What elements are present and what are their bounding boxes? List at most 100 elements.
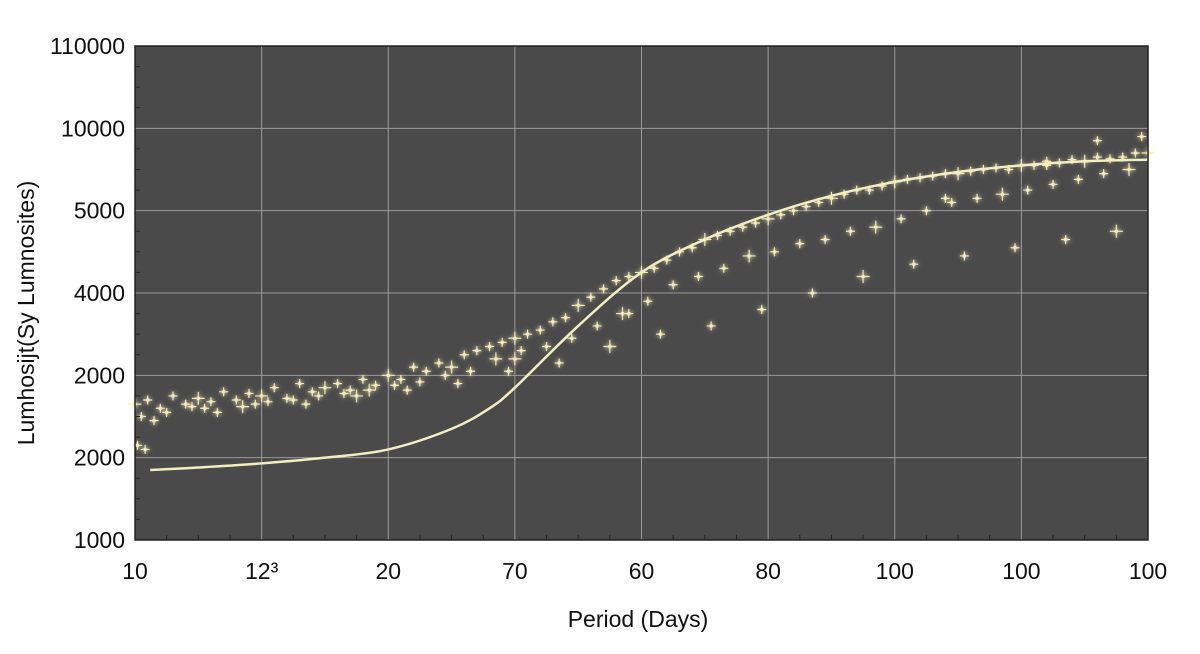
scatter-point — [282, 393, 292, 403]
scatter-point — [522, 329, 533, 339]
y-tick-label: 4000 — [74, 280, 125, 306]
scatter-point — [345, 385, 355, 395]
scatter-point — [1073, 174, 1083, 184]
scatter-point — [168, 391, 178, 401]
scatter-point — [921, 206, 932, 216]
scatter-point — [250, 399, 260, 409]
scatter-point — [236, 400, 250, 414]
scatter-point — [693, 271, 704, 282]
scatter-point — [535, 325, 545, 335]
scatter-point — [1048, 179, 1058, 189]
x-tick-label: 100 — [1129, 558, 1167, 584]
scatter-point — [288, 395, 298, 405]
grid — [135, 46, 1148, 540]
x-tick-label: 70 — [502, 558, 528, 584]
scatter-point — [212, 407, 222, 417]
scatter-point — [162, 407, 172, 417]
scatter-point — [269, 383, 279, 393]
x-tick-label: 80 — [755, 558, 781, 584]
scatter-point — [231, 395, 241, 405]
scatter-point — [560, 313, 571, 323]
scatter-point — [516, 346, 526, 356]
scatter-point — [856, 269, 870, 284]
scatter-point — [719, 263, 729, 273]
scatter-point — [795, 239, 805, 249]
scatter-point — [1023, 185, 1033, 195]
scatter-point — [318, 381, 332, 395]
scatter-point — [396, 374, 406, 385]
scatter-point — [959, 251, 969, 261]
scatter-point — [1130, 148, 1140, 158]
scatter-point — [706, 321, 716, 331]
scatter-point — [314, 391, 324, 401]
scatter-point — [757, 304, 767, 315]
x-tick-label: 20 — [375, 558, 401, 584]
scatter-point — [497, 337, 507, 347]
scatter-point — [1109, 224, 1123, 238]
scatter-point — [295, 378, 305, 389]
scatter-point — [244, 388, 254, 399]
x-tick-label: 60 — [629, 558, 655, 584]
y-tick-label: 5000 — [74, 198, 125, 224]
plot-border — [134, 45, 1149, 541]
scatter-point — [940, 193, 950, 203]
scatter-point — [947, 197, 957, 208]
scatter-point — [1061, 234, 1071, 245]
scatter-point — [554, 358, 564, 368]
scatter-point — [541, 341, 552, 352]
scatter-point — [263, 397, 273, 407]
scatter-point — [143, 395, 153, 405]
y-axis-tick-labels: 1000 2000 2000 4000 5000 10000 110000 — [50, 33, 125, 553]
minor-ticks — [135, 66, 1117, 540]
scatter-point — [586, 292, 596, 302]
scatter-point — [402, 385, 412, 395]
x-axis-tick-labels: 10 12³ 20 70 60 80 100 100 100 — [122, 558, 1167, 584]
scatter-point — [415, 377, 425, 387]
scatter-point — [489, 352, 503, 366]
scatter-point — [820, 234, 830, 245]
x-tick-label: 100 — [1002, 558, 1040, 584]
scatter-point — [824, 191, 839, 205]
y-tick-label: 110000 — [50, 33, 125, 59]
scatter-point — [548, 317, 558, 327]
scatter-point — [508, 352, 522, 366]
scatter-point — [769, 247, 780, 257]
scatter-point — [972, 193, 982, 203]
scatter-point — [484, 341, 495, 352]
x-tick-label: 10 — [122, 558, 148, 584]
scatter-point — [567, 333, 577, 343]
scatter-point — [742, 249, 756, 263]
scatter-point — [132, 440, 143, 450]
scatter-point — [155, 403, 165, 413]
scatter-point — [807, 288, 818, 298]
scatter-point — [181, 399, 191, 409]
scatter-point — [434, 358, 444, 368]
y-tick-label: 1000 — [74, 527, 125, 553]
x-tick-label: 12³ — [245, 558, 279, 584]
scatter-point — [440, 370, 450, 380]
scatter-point — [503, 366, 514, 376]
scatter-point — [362, 383, 376, 397]
x-axis-title: Period (Days) — [568, 606, 709, 632]
scatter-point — [776, 210, 786, 220]
scatter-point — [788, 206, 799, 216]
scatter-point — [339, 388, 349, 399]
scatter-point — [200, 403, 210, 413]
scatter-point — [508, 331, 522, 345]
y-tick-label: 2000 — [74, 362, 125, 388]
scatter-point — [1122, 162, 1136, 177]
y-tick-label: 10000 — [61, 115, 125, 141]
x-tick-label: 100 — [876, 558, 914, 584]
scatter-point — [655, 329, 666, 339]
scatter-point — [219, 387, 229, 397]
scatter-point — [453, 378, 463, 389]
scatter-point — [472, 346, 482, 356]
scatter-point — [571, 298, 585, 312]
scatter-point — [845, 226, 856, 236]
scatter-point — [349, 389, 364, 403]
scatter-point — [358, 374, 368, 385]
scatter-point — [668, 280, 678, 290]
scatter-point — [301, 399, 311, 409]
scatter-point — [1092, 136, 1102, 146]
